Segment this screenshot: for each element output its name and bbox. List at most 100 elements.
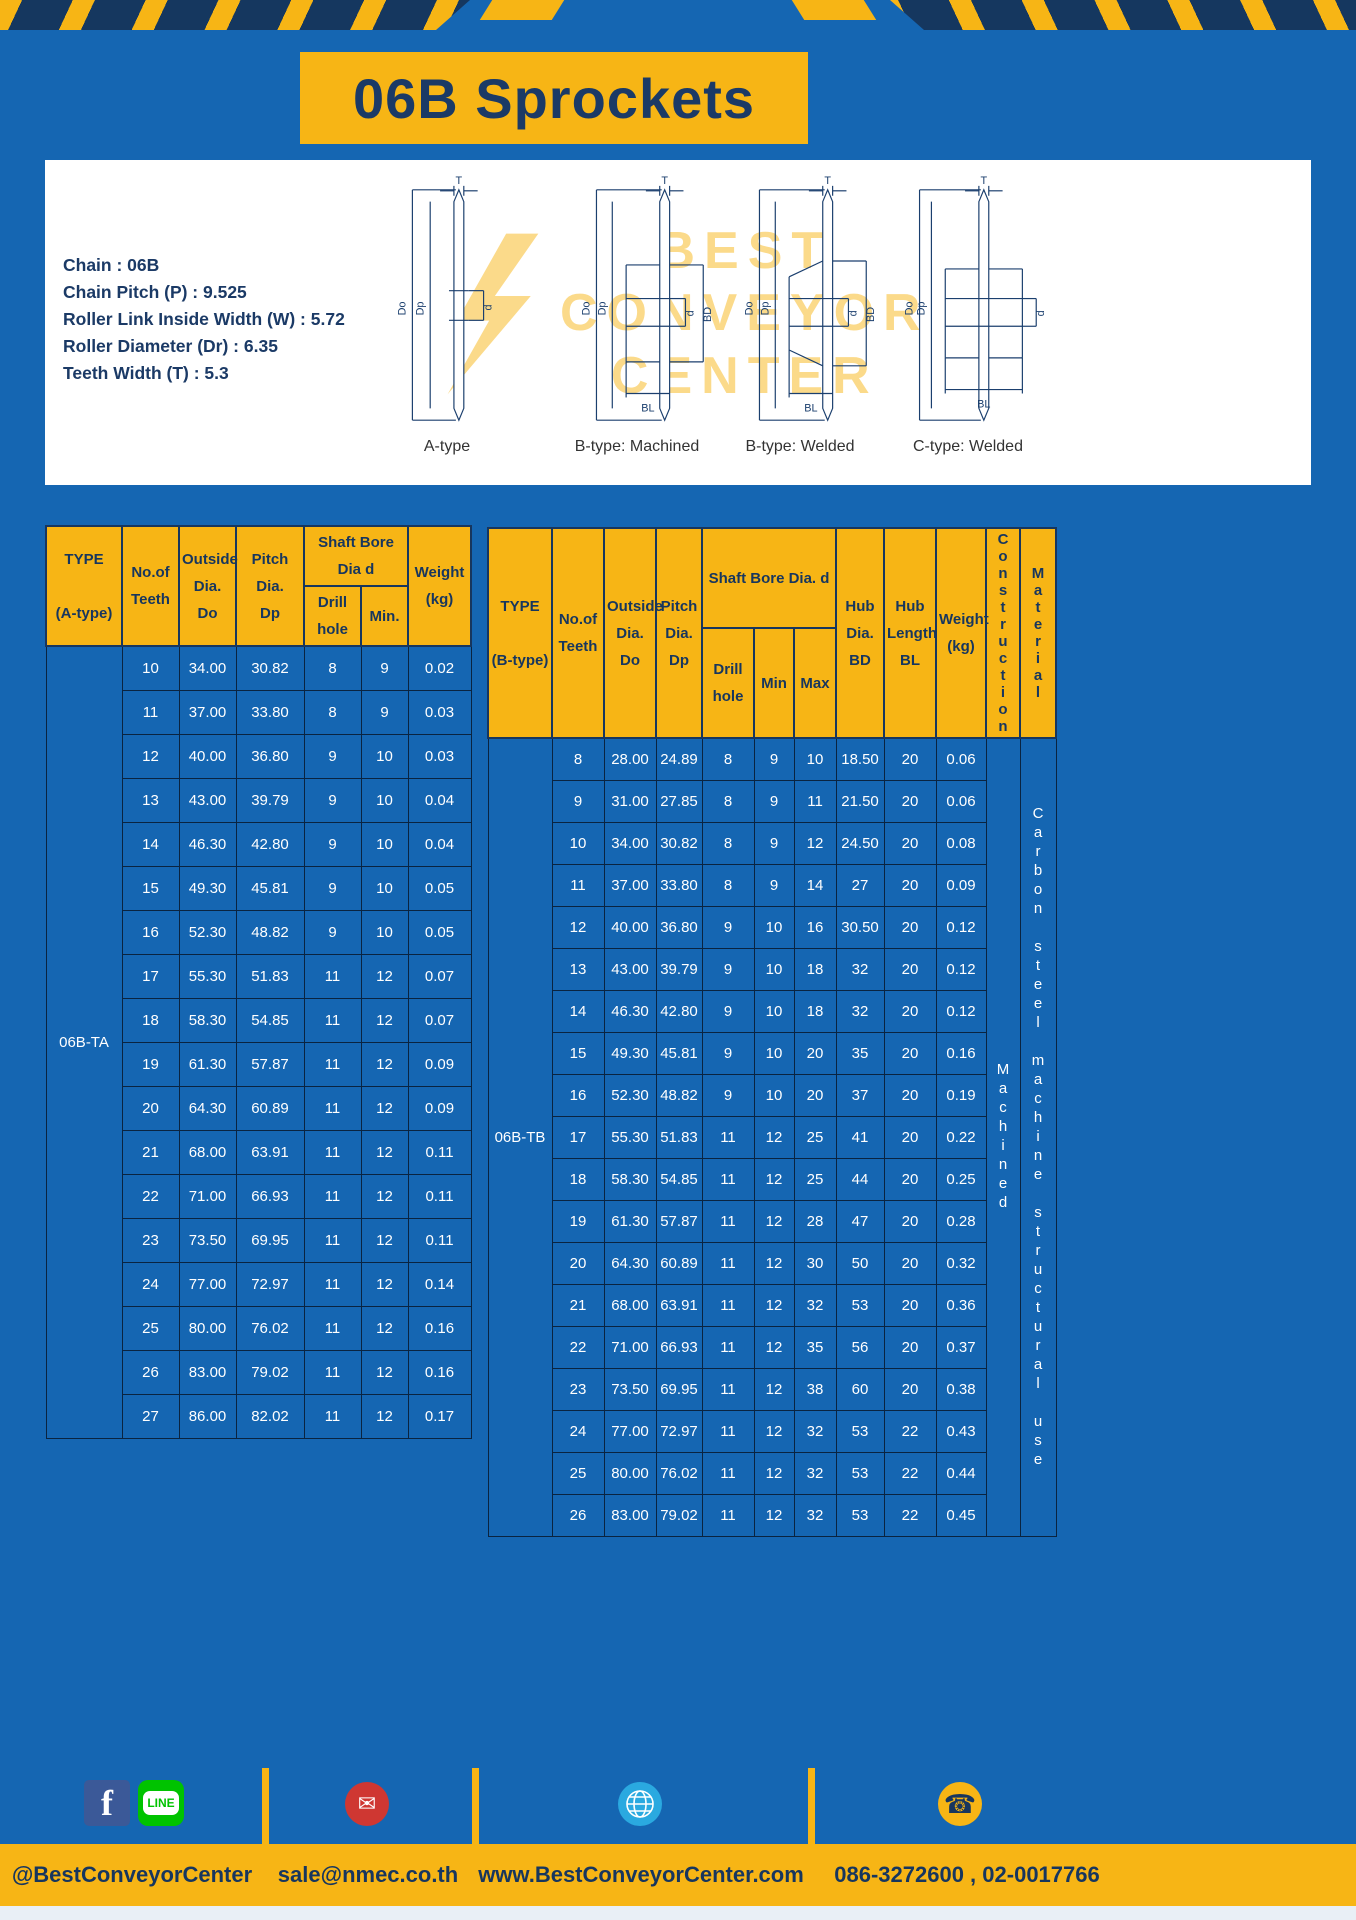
- table-cell: 40.00: [603, 905, 657, 949]
- table-cell: 72.97: [235, 1261, 305, 1307]
- table-row: 17 55.30 51.83 11 12 25 41 20 0.22: [488, 1115, 1056, 1159]
- table-cell: 0.05: [407, 865, 472, 911]
- table-cell: 10: [360, 865, 409, 911]
- footer-divider: [472, 1768, 479, 1906]
- table-row: 27 86.00 82.02 11 12 0.17: [46, 1393, 472, 1439]
- table-cell: 10: [551, 821, 605, 865]
- table-cell: 43.00: [603, 947, 657, 991]
- table-cell: 12: [360, 1129, 409, 1175]
- col-header-hub-dia: Hub Dia. BD: [835, 527, 886, 739]
- dim-label-dp: Dp: [759, 302, 771, 316]
- facebook-icon[interactable]: f: [84, 1780, 130, 1826]
- col-header-drill-hole: Drill hole: [303, 585, 362, 647]
- table-a-type: TYPE (A-type) No.of Teeth Outside Dia. D…: [45, 525, 472, 1439]
- table-cell: 8: [701, 779, 755, 823]
- table-cell: 71.00: [603, 1325, 657, 1369]
- table-cell: 0.36: [935, 1283, 987, 1327]
- table-cell: 0.04: [407, 777, 472, 823]
- table-cell: 36.80: [655, 905, 703, 949]
- table-cell: 33.80: [655, 863, 703, 907]
- spec-line-pitch: Chain Pitch (P) : 9.525: [63, 282, 247, 302]
- phone-icon[interactable]: ☎: [938, 1782, 982, 1826]
- table-cell: 39.79: [235, 777, 305, 823]
- table-cell: 11: [701, 1199, 755, 1243]
- table-cell: 0.09: [407, 1041, 472, 1087]
- col-header-weight: Weight (kg): [935, 527, 989, 739]
- construction-value-cell: Machined: [985, 737, 1021, 1537]
- email-icon[interactable]: ✉: [345, 1782, 389, 1826]
- line-icon[interactable]: LINE: [138, 1780, 184, 1826]
- table-cell: 0.14: [407, 1261, 472, 1307]
- table-row: 11 37.00 33.80 8 9 0.03: [46, 689, 472, 735]
- table-cell: 0.11: [407, 1173, 472, 1219]
- col-header-teeth: No.of Teeth: [121, 525, 180, 647]
- col-header-pitch-dia: Pitch Dia. Dp: [235, 525, 305, 647]
- table-row: 06B-TA 10 34.00 30.82 8 9 0.02: [45, 645, 472, 1439]
- table-cell: 9: [303, 777, 362, 823]
- table-cell: 52.30: [178, 909, 237, 955]
- table-cell: 18.50: [835, 737, 885, 781]
- table-cell: 18: [793, 947, 837, 991]
- footer-facebook-handle[interactable]: @BestConveyorCenter: [11, 1862, 253, 1887]
- table-cell: 12: [360, 1173, 409, 1219]
- col-header-shaft-bore-group: Shaft Bore Dia. d: [700, 526, 838, 630]
- table-cell: 12: [753, 1409, 795, 1453]
- table-cell: 12: [121, 733, 180, 779]
- table-row: 10 34.00 30.82 8 9 12 24.50 20 0.08: [488, 821, 1056, 865]
- table-row: 23 73.50 69.95 11 12 38 60 20 0.38: [488, 1367, 1056, 1411]
- table-cell: 12: [360, 1261, 409, 1307]
- footer-website[interactable]: www.BestConveyorCenter.com: [478, 1862, 804, 1887]
- table-cell: 10: [121, 645, 180, 691]
- table-cell: 0.04: [407, 821, 472, 867]
- table-row: 19 61.30 57.87 11 12 0.09: [46, 1041, 472, 1087]
- table-cell: 24.89: [655, 737, 703, 781]
- table-cell: 73.50: [178, 1217, 237, 1263]
- table-cell: 22: [883, 1409, 937, 1453]
- globe-icon[interactable]: [618, 1782, 662, 1826]
- footer-phone-numbers[interactable]: 086-3272600 , 02-0017766: [834, 1862, 1100, 1887]
- table-cell: 12: [360, 1305, 409, 1351]
- table-cell: 9: [303, 909, 362, 955]
- table-cell: 31.00: [603, 779, 657, 823]
- table-cell: 79.02: [655, 1493, 703, 1537]
- c-type-welded-drawing: T Do Dp d BL: [904, 175, 1047, 422]
- table-cell: 77.00: [178, 1261, 237, 1307]
- table-cell: 11: [551, 863, 605, 907]
- table-cell: 23: [551, 1367, 605, 1411]
- table-cell: 24.50: [835, 821, 885, 865]
- table-cell: 12: [360, 1217, 409, 1263]
- table-cell: 14: [551, 989, 605, 1033]
- table-cell: 9: [303, 733, 362, 779]
- table-cell: 32: [793, 1451, 837, 1495]
- table-cell: 0.06: [935, 737, 987, 781]
- table-row: 16 52.30 48.82 9 10 0.05: [46, 909, 472, 955]
- table-cell: 0.08: [935, 821, 987, 865]
- table-cell: 11: [701, 1451, 755, 1495]
- spec-line-roller-width: Roller Link Inside Width (W) : 5.72: [63, 309, 345, 329]
- table-cell: 21: [551, 1283, 605, 1327]
- table-cell: 24: [551, 1409, 605, 1453]
- table-cell: 9: [551, 779, 605, 823]
- table-cell: 20: [883, 905, 937, 949]
- footer-divider: [262, 1768, 269, 1906]
- table-cell: 12: [360, 1349, 409, 1395]
- table-b-type: TYPE (B-type) No.of Teeth Outside Dia. D…: [487, 526, 1058, 1537]
- table-cell: 55.30: [178, 953, 237, 999]
- col-header-material: Material: [1019, 527, 1058, 739]
- table-cell: 8: [701, 863, 755, 907]
- table-cell: 18: [121, 997, 180, 1043]
- table-cell: 20: [883, 1199, 937, 1243]
- table-cell: 11: [303, 1393, 362, 1439]
- footer-email[interactable]: sale@nmec.co.th: [277, 1862, 459, 1887]
- table-cell: 0.12: [935, 989, 987, 1033]
- table-cell: 18: [551, 1157, 605, 1201]
- table-cell: 12: [360, 1393, 409, 1439]
- table-cell: 0.38: [935, 1367, 987, 1411]
- table-cell: 48.82: [655, 1073, 703, 1117]
- table-cell: 20: [551, 1241, 605, 1285]
- table-cell: 11: [303, 1217, 362, 1263]
- table-cell: 57.87: [235, 1041, 305, 1087]
- table-cell: 42.80: [235, 821, 305, 867]
- table-cell: 43.00: [178, 777, 237, 823]
- table-cell: 50: [835, 1241, 885, 1285]
